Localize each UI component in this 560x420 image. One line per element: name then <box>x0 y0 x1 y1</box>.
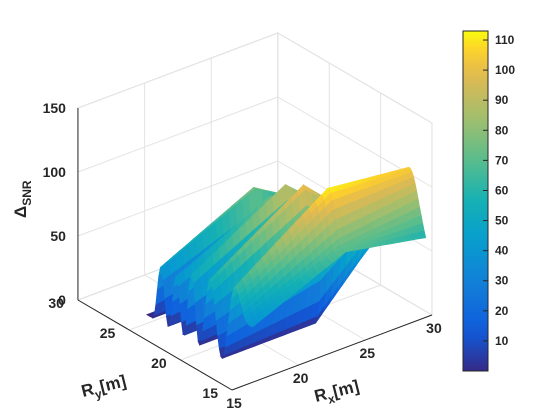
x-tick-label: 15 <box>226 395 242 411</box>
y-tick-label: 15 <box>202 385 218 401</box>
colorbar-tick-label: 30 <box>495 274 509 288</box>
axis-ticks: 0 50 100 150 15 20 25 30 15 20 25 30 <box>43 100 442 411</box>
y-tick-label: 30 <box>48 295 64 311</box>
z-tick-label: 50 <box>50 228 66 244</box>
z-tick-label: 0 <box>58 292 66 308</box>
colorbar-tick-label: 40 <box>495 244 509 258</box>
x-tick-label: 25 <box>360 345 376 361</box>
colorbar-tick-label: 90 <box>495 93 509 107</box>
colorbar-gradient <box>462 30 489 372</box>
y-axis-label: Ry[m] <box>79 371 129 404</box>
surface-patch <box>250 320 260 328</box>
z-axis-label: ΔSNR <box>11 180 34 218</box>
colorbar: 10 20 30 40 50 60 70 80 90 100 110 <box>462 30 515 372</box>
z-tick-label: 150 <box>43 100 67 116</box>
colorbar-tick-label: 20 <box>495 304 509 318</box>
colorbar-tick-label: 70 <box>495 153 509 167</box>
z-tick-label: 100 <box>43 164 67 180</box>
x-axis-label: Rx[m] <box>312 376 362 409</box>
y-tick-label: 20 <box>151 355 167 371</box>
colorbar-tick-label: 60 <box>495 183 509 197</box>
surface-plot <box>146 166 427 359</box>
colorbar-tick-label: 50 <box>495 214 509 228</box>
x-tick-label: 30 <box>426 320 442 336</box>
y-tick-label: 25 <box>100 325 116 341</box>
colorbar-tick-label: 100 <box>495 63 515 77</box>
colorbar-tick-label: 110 <box>495 33 515 47</box>
colorbar-tick-label: 10 <box>495 334 509 348</box>
x-tick-label: 20 <box>293 370 309 386</box>
colorbar-tick-label: 80 <box>495 123 509 137</box>
surface-patch <box>194 297 204 327</box>
